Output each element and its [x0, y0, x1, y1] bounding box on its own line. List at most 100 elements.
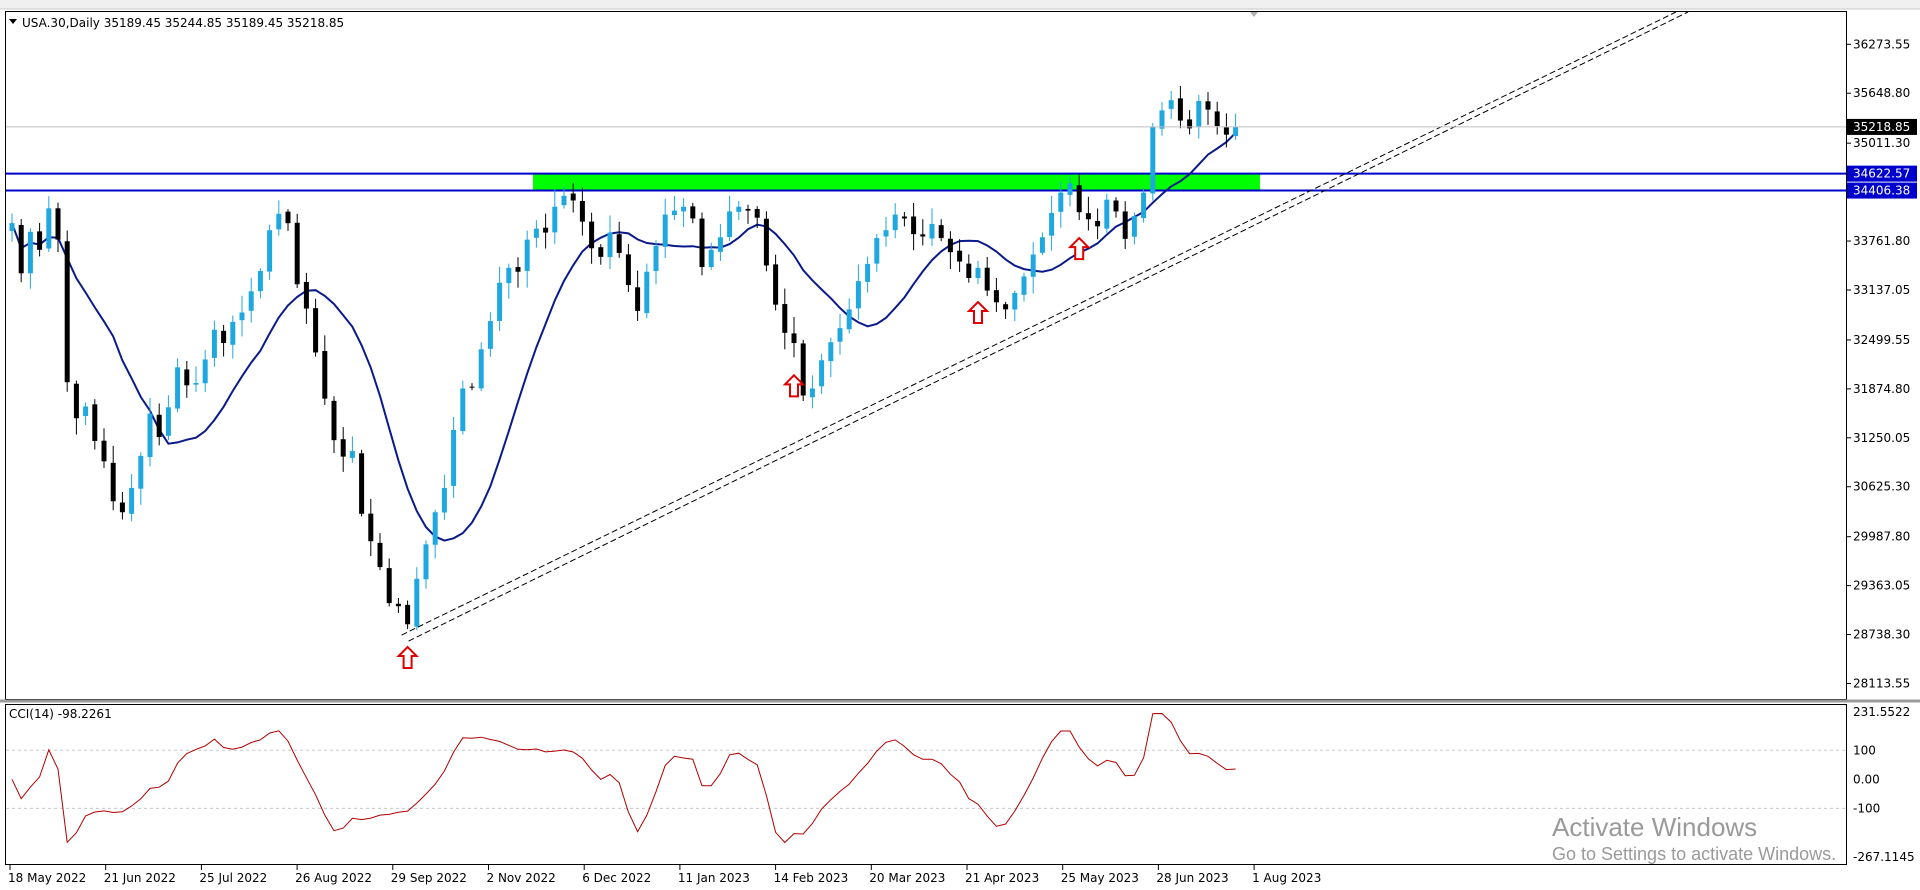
cci-line[interactable]	[11, 712, 1236, 844]
cci-tick-label: -100	[1853, 801, 1880, 815]
candle	[947, 231, 953, 270]
candle	[892, 203, 898, 239]
up-arrow-icon[interactable]	[782, 373, 806, 398]
candle	[478, 342, 484, 392]
date-tick-label: 25 Jul 2022	[199, 871, 267, 885]
candle	[1067, 176, 1073, 207]
candle	[147, 398, 153, 467]
candle	[524, 230, 530, 288]
candle	[313, 298, 319, 357]
candle	[1085, 196, 1091, 231]
date-tick-label: 2 Nov 2022	[487, 871, 556, 885]
candle	[267, 224, 273, 280]
candle	[469, 383, 475, 391]
candle	[1058, 181, 1064, 228]
date-tick-label: 29 Sep 2022	[391, 871, 467, 885]
candle	[322, 335, 328, 405]
candle	[276, 200, 282, 236]
candle	[1021, 272, 1027, 302]
candle	[202, 349, 208, 393]
candle	[1131, 212, 1137, 245]
candle	[984, 256, 990, 297]
date-tick-label: 14 Feb 2023	[774, 871, 849, 885]
candle	[1205, 92, 1211, 125]
candle	[441, 474, 447, 520]
candle	[736, 201, 742, 221]
date-tick-label: 21 Jun 2022	[104, 871, 176, 885]
candle	[110, 445, 116, 511]
cci-tick-label: 0.00	[1853, 772, 1880, 786]
candle	[874, 233, 880, 272]
candle	[1012, 290, 1018, 322]
candle	[460, 380, 466, 435]
current-price-badge	[1847, 118, 1917, 135]
candle	[993, 277, 999, 312]
price-tick-label: 36273.55	[1853, 37, 1910, 51]
date-tick-label: 18 May 2022	[8, 871, 86, 885]
candle	[432, 509, 438, 559]
price-tick-label: 31250.05	[1853, 431, 1910, 445]
up-arrow-icon[interactable]	[396, 645, 420, 670]
candle	[156, 403, 162, 446]
candle	[800, 339, 806, 401]
candle	[782, 288, 788, 350]
candle	[423, 540, 429, 589]
candle	[9, 213, 15, 242]
level-price-badge	[1847, 182, 1917, 199]
candle	[46, 196, 52, 252]
up-arrow-icon[interactable]	[1067, 236, 1091, 261]
collapse-triangle-icon[interactable]	[9, 19, 17, 24]
candle	[119, 492, 125, 520]
candle	[64, 230, 70, 392]
candle	[763, 211, 769, 272]
candle	[865, 256, 871, 293]
candle	[285, 209, 291, 231]
candle	[727, 195, 733, 241]
candle	[855, 264, 861, 320]
candle	[975, 260, 981, 285]
candle	[405, 600, 411, 630]
candle	[27, 228, 33, 289]
price-tick-label: 32499.55	[1853, 333, 1910, 347]
date-tick-label: 1 Aug 2023	[1252, 871, 1321, 885]
candle	[828, 337, 834, 378]
date-tick-label: 25 May 2023	[1061, 871, 1139, 885]
candle	[395, 597, 401, 613]
candle	[607, 215, 613, 270]
price-tick-label: 31874.80	[1853, 382, 1910, 396]
candle	[616, 221, 622, 258]
candle	[414, 567, 420, 631]
candle	[598, 244, 604, 265]
candle	[506, 263, 512, 299]
cci-tick-label: 100	[1853, 743, 1876, 757]
trendline-upper[interactable]	[401, 11, 1677, 636]
candle	[184, 360, 190, 398]
shift-marker-icon[interactable]	[1250, 12, 1258, 17]
candle	[533, 220, 539, 248]
candle	[331, 396, 337, 454]
candle	[1104, 193, 1110, 233]
candle	[644, 263, 650, 319]
candle	[1076, 173, 1082, 221]
candle	[920, 219, 926, 246]
candle	[1177, 86, 1183, 129]
candle	[699, 212, 705, 276]
level-price-label: 34622.57	[1853, 167, 1910, 181]
trendline-lower[interactable]	[408, 11, 1689, 642]
candle	[552, 189, 558, 245]
candle	[957, 239, 963, 272]
candle	[248, 277, 254, 323]
candle	[1039, 232, 1045, 256]
candle	[1003, 301, 1009, 319]
candle	[846, 298, 852, 334]
candle	[221, 324, 227, 357]
price-tick-label: 28738.30	[1853, 628, 1910, 642]
candle	[230, 315, 236, 359]
up-arrow-icon[interactable]	[966, 300, 990, 325]
candle	[708, 242, 714, 270]
date-tick-label: 6 Dec 2022	[582, 871, 651, 885]
candle	[1095, 208, 1101, 240]
candle	[193, 366, 199, 392]
candle	[681, 198, 687, 228]
